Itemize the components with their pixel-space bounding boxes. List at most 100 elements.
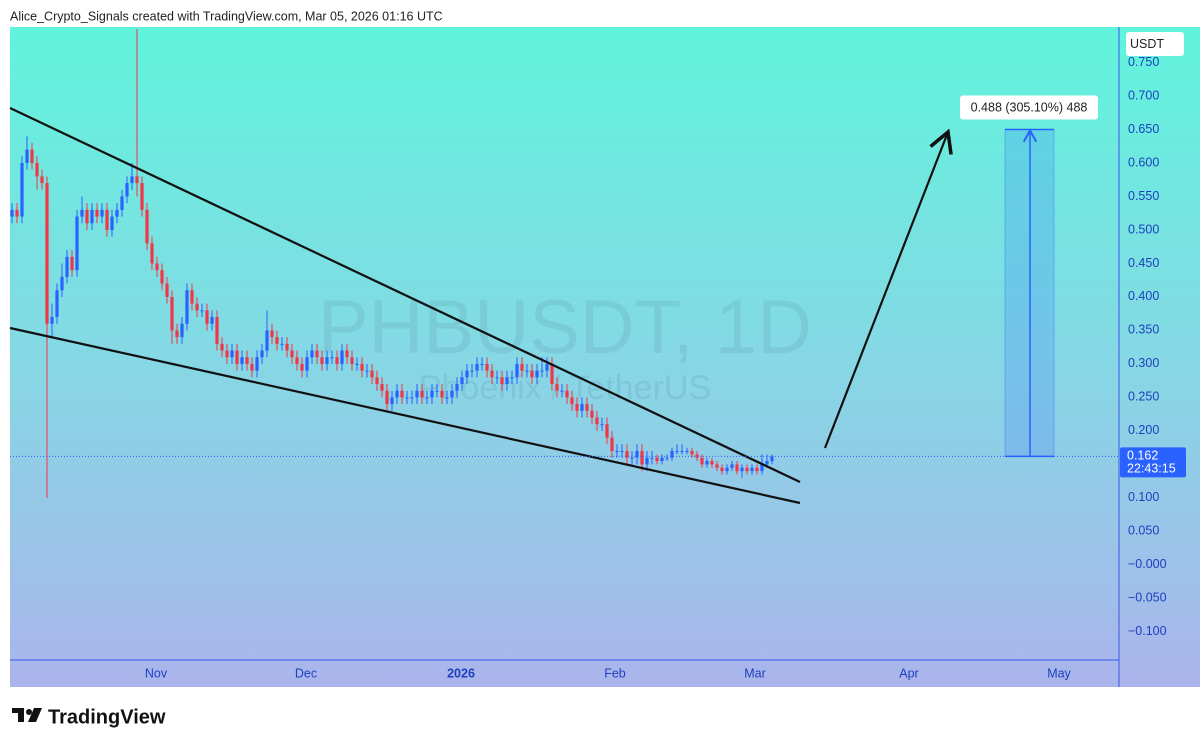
y-tick-label: 0.300: [1128, 356, 1159, 370]
candle-body: [360, 363, 364, 371]
candle-body: [240, 357, 244, 364]
candle-body: [620, 451, 624, 453]
candle-body: [335, 357, 339, 364]
candle-body: [595, 417, 599, 425]
candle-body: [540, 370, 544, 372]
x-tick-label: 2026: [447, 666, 475, 680]
candle-body: [770, 456, 774, 462]
candle-body: [535, 370, 539, 378]
candle-body: [200, 310, 204, 312]
candle-body: [575, 404, 579, 411]
candle-body: [265, 330, 269, 351]
candle-body: [145, 209, 149, 244]
lower-trendline: [9, 326, 801, 505]
candle-body: [330, 357, 334, 359]
candle-body: [230, 350, 234, 358]
candle-body: [225, 350, 229, 358]
candle-body: [95, 209, 99, 217]
y-tick-label: 0.700: [1128, 88, 1159, 102]
candle-body: [665, 457, 669, 459]
candle-body: [480, 363, 484, 365]
candle-body: [10, 209, 14, 217]
candle-body: [440, 390, 444, 398]
candle-body: [710, 461, 714, 465]
y-tick-label: −0.050: [1128, 591, 1167, 605]
candle-body: [80, 209, 84, 217]
candle-body: [15, 209, 19, 217]
candle-body: [630, 457, 634, 459]
y-tick-label: −0.100: [1128, 624, 1167, 638]
candle-body: [600, 424, 604, 426]
candle-body: [715, 464, 719, 468]
candle-body: [460, 377, 464, 385]
candle-body: [220, 343, 224, 351]
candle-body: [690, 451, 694, 455]
candle-body: [495, 377, 499, 379]
candle-body: [570, 397, 574, 405]
y-tick-label: 0.750: [1128, 55, 1159, 69]
candle-body: [120, 196, 124, 210]
candle-body: [205, 310, 209, 324]
y-tick-label: 0.400: [1128, 289, 1159, 303]
countdown: 22:43:15: [1127, 462, 1176, 476]
candle-body: [60, 276, 64, 291]
candle-body: [55, 290, 59, 318]
candle-body: [475, 363, 479, 371]
candle-body: [685, 451, 689, 453]
candle-body: [245, 357, 249, 364]
candle-body: [640, 451, 644, 465]
y-tick-label: 0.600: [1128, 155, 1159, 169]
currency-box: [1126, 32, 1184, 56]
x-tick-label: Feb: [604, 666, 626, 680]
candle-body: [215, 317, 219, 344]
candle-body: [405, 397, 409, 399]
y-tick-label: 0.650: [1128, 122, 1159, 136]
candle-body: [70, 256, 74, 271]
candle-body: [585, 404, 589, 411]
candle-body: [565, 390, 569, 398]
candle-body: [175, 330, 179, 338]
candle-body: [255, 357, 259, 371]
candle-body: [290, 350, 294, 358]
candle-body: [285, 343, 289, 351]
logo-mark: [12, 708, 42, 722]
candle-body: [705, 461, 709, 465]
candle-body: [190, 290, 194, 304]
currency: USDT: [1130, 37, 1164, 51]
candle-body: [325, 357, 329, 364]
candle-body: [515, 363, 519, 378]
candle-body: [140, 183, 144, 210]
candle-body: [390, 397, 394, 405]
candle-body: [510, 377, 514, 379]
candle-body: [165, 283, 169, 297]
candle-body: [105, 209, 109, 230]
candle-body: [450, 390, 454, 398]
candle-body: [750, 467, 754, 472]
candle-body: [650, 457, 654, 459]
candle-body: [370, 370, 374, 378]
candle-body: [260, 350, 264, 358]
candle-body: [270, 330, 274, 338]
candle-body: [100, 209, 104, 217]
candle-body: [295, 357, 299, 364]
y-tick-label: −0.000: [1128, 557, 1167, 571]
candle-body: [655, 457, 659, 462]
candle-body: [180, 323, 184, 338]
candle-body: [605, 424, 609, 438]
candle-body: [735, 464, 739, 472]
y-tick-label: 0.350: [1128, 323, 1159, 337]
x-tick-label: May: [1047, 666, 1071, 680]
candle-body: [20, 162, 24, 217]
last-price-box: [1120, 447, 1186, 478]
y-tick-label: 0.250: [1128, 390, 1159, 404]
candle-body: [435, 390, 439, 392]
candle-body: [455, 384, 459, 391]
candle-body: [615, 451, 619, 453]
candle-body: [765, 461, 769, 465]
projection-label-box: [960, 95, 1098, 120]
upper-trendline: [9, 107, 801, 483]
candle-body: [635, 451, 639, 458]
chart-background: [10, 27, 1200, 687]
candle-body: [75, 216, 79, 271]
